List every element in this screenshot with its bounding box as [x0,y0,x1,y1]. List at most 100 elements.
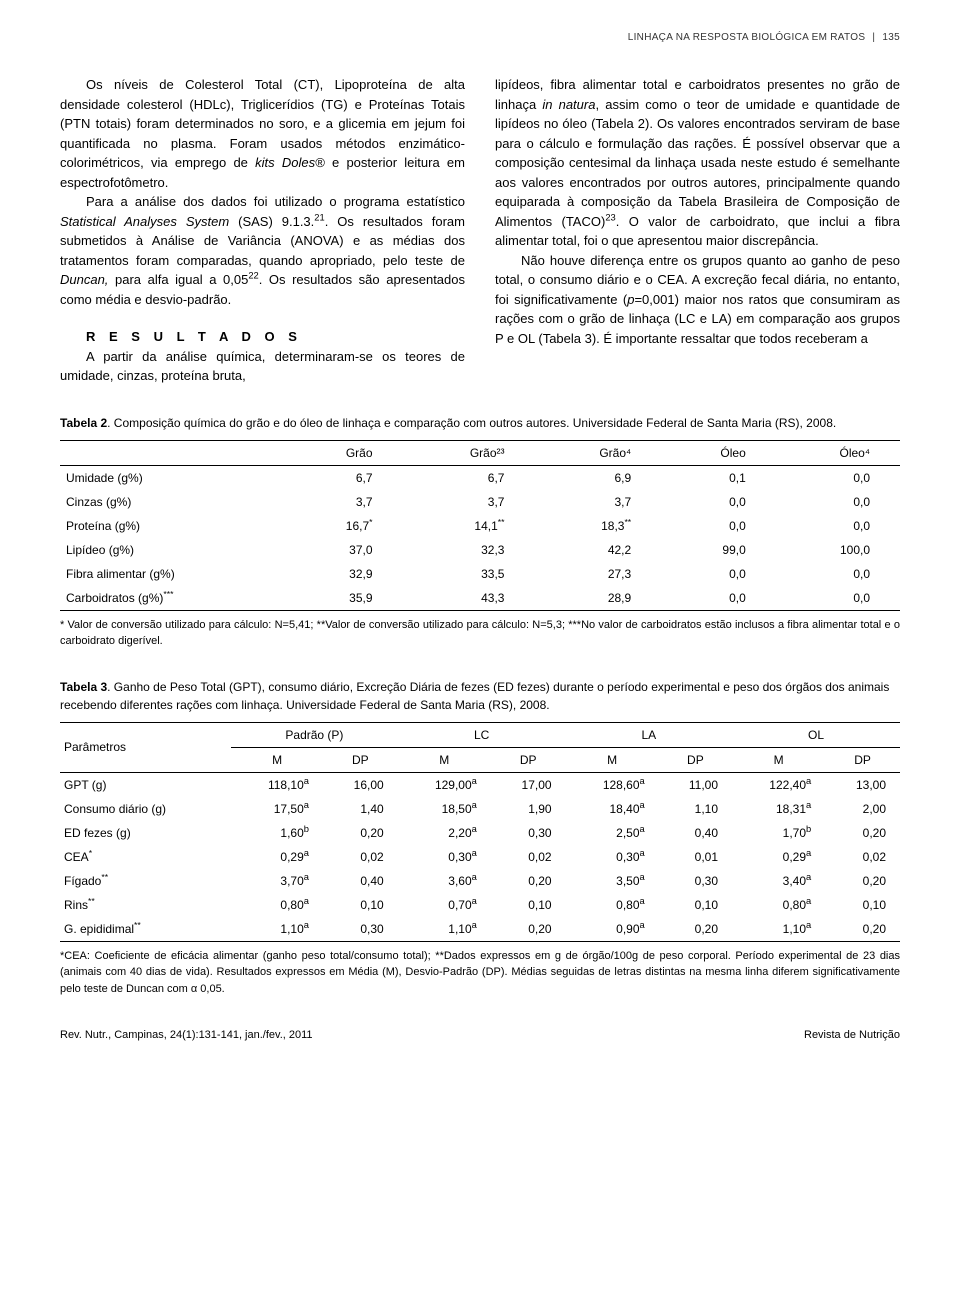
table3-body: GPT (g)118,10a16,00129,00a17,00128,60a11… [60,772,900,941]
table3-row-label: CEA* [60,845,231,869]
table3-mean-cell: 1,10a [732,917,825,942]
table3-dp-cell: 0,40 [323,869,398,893]
table3-dp-cell: 0,02 [323,845,398,869]
table3-row: G. epididimal**1,10a0,301,10a0,200,90a0,… [60,917,900,942]
table3-mean-cell: 118,10a [231,772,323,797]
ref-21: 21 [314,212,324,222]
table3-subcol-head: DP [491,747,566,772]
para-2d: para alfa igual a 0,05 [108,272,248,287]
table3-dp-cell: 1,90 [491,797,566,821]
running-sep: | [872,32,875,43]
table3-mean-cell: 18,50a [398,797,491,821]
table3-mean-cell: 122,40a [732,772,825,797]
table3-dp-cell: 1,40 [323,797,398,821]
table3-mean-cell: 0,30a [566,845,659,869]
table3-mean-cell: 18,40a [566,797,659,821]
table2-col-head: Óleo [661,440,776,465]
table3-row-label: Consumo diário (g) [60,797,231,821]
table2-cell: 0,0 [776,465,900,490]
ref-22: 22 [248,271,258,281]
table3-row-label: Rins** [60,893,231,917]
table2-row: Umidade (g%)6,76,76,90,10,0 [60,465,900,490]
para-2a: Para a análise dos dados foi utilizado o… [86,194,465,209]
table2-row-label: Carboidratos (g%)*** [60,586,285,611]
table2-cell: 14,1** [403,514,535,538]
table3-mean-cell: 3,70a [231,869,323,893]
table3-row-label: Fígado** [60,869,231,893]
table2-caption-text: . Composição química do grão e do óleo d… [107,416,836,430]
table3-head: ParâmetrosPadrão (P)LCLAOL MDPMDPMDPMDP [60,722,900,772]
table2-caption: Tabela 2. Composição química do grão e d… [60,414,900,432]
para-5: Não houve diferença entre os grupos quan… [495,251,900,349]
table3-mean-cell: 3,60a [398,869,491,893]
results-heading: R E S U L T A D O S [60,327,465,347]
table2-row-label: Umidade (g%) [60,465,285,490]
table3-dp-cell: 13,00 [825,772,900,797]
table2-cell: 99,0 [661,538,776,562]
table3-dp-cell: 0,02 [491,845,566,869]
table3-dp-cell: 1,10 [659,797,732,821]
table3-dp-cell: 0,20 [825,917,900,942]
table2-row-label: Fibra alimentar (g%) [60,562,285,586]
para-1: Os níveis de Colesterol Total (CT), Lipo… [60,75,465,192]
table3-dp-cell: 0,30 [491,821,566,845]
table2-cell: 6,7 [285,465,402,490]
table3-mean-cell: 2,50a [566,821,659,845]
table3-mean-cell: 3,50a [566,869,659,893]
table3-dp-cell: 0,02 [825,845,900,869]
table2-cell: 3,7 [285,490,402,514]
table2-row: Fibra alimentar (g%)32,933,527,30,00,0 [60,562,900,586]
table3: ParâmetrosPadrão (P)LCLAOL MDPMDPMDPMDP … [60,722,900,942]
table2-cell: 28,9 [534,586,661,611]
table3-row-label: ED fezes (g) [60,821,231,845]
table3-mean-cell: 0,90a [566,917,659,942]
table2-row: Proteína (g%)16,7*14,1**18,3**0,00,0 [60,514,900,538]
table3-mean-cell: 3,40a [732,869,825,893]
table3-row: CEA*0,29a0,020,30a0,020,30a0,010,29a0,02 [60,845,900,869]
para-3: A partir da análise química, determinara… [60,347,465,386]
table2-row-label: Cinzas (g%) [60,490,285,514]
duncan-italic: Duncan, [60,272,108,287]
table3-dp-cell: 0,01 [659,845,732,869]
table3-row: ED fezes (g)1,60b0,202,20a0,302,50a0,401… [60,821,900,845]
page-footer: Rev. Nutr., Campinas, 24(1):131-141, jan… [60,1027,900,1044]
table3-param-head: Parâmetros [60,722,231,772]
table3-group-head: LA [566,722,732,747]
table2: GrãoGrão²³Grão⁴ÓleoÓleo⁴ Umidade (g%)6,7… [60,440,900,611]
table2-cell: 42,2 [534,538,661,562]
table2-cell: 18,3** [534,514,661,538]
table3-dp-cell: 16,00 [323,772,398,797]
table3-label: Tabela 3 [60,680,107,694]
table2-cell: 32,9 [285,562,402,586]
table2-col-head [60,440,285,465]
table3-caption: Tabela 3. Ganho de Peso Total (GPT), con… [60,678,900,714]
running-head: LINHAÇA NA RESPOSTA BIOLÓGICA EM RATOS |… [60,30,900,45]
table2-cell: 32,3 [403,538,535,562]
table2-body: Umidade (g%)6,76,76,90,10,0Cinzas (g%)3,… [60,465,900,610]
table3-dp-cell: 0,40 [659,821,732,845]
table3-footnote: *CEA: Coeficiente de eficácia alimentar … [60,948,900,998]
table2-cell: 3,7 [534,490,661,514]
para-4: lipídeos, fibra alimentar total e carboi… [495,75,900,251]
table3-caption-text: . Ganho de Peso Total (GPT), consumo diá… [60,680,889,712]
table3-mean-cell: 0,29a [732,845,825,869]
table3-group-head: LC [398,722,566,747]
table2-head-row: GrãoGrão²³Grão⁴ÓleoÓleo⁴ [60,440,900,465]
table2-cell: 100,0 [776,538,900,562]
table3-group-head: Padrão (P) [231,722,398,747]
table3-mean-cell: 0,80a [566,893,659,917]
table2-cell: 6,9 [534,465,661,490]
table2-cell: 3,7 [403,490,535,514]
table2-col-head: Grão [285,440,402,465]
table3-subcol-head: M [566,747,659,772]
table2-cell: 0,0 [776,490,900,514]
table3-subcol-head: DP [825,747,900,772]
table3-dp-cell: 11,00 [659,772,732,797]
table3-row-label: GPT (g) [60,772,231,797]
table2-row: Cinzas (g%)3,73,73,70,00,0 [60,490,900,514]
table2-cell: 27,3 [534,562,661,586]
kits-doles: kits Doles® [255,155,325,170]
table2-row-label: Lipídeo (g%) [60,538,285,562]
table2-cell: 37,0 [285,538,402,562]
table3-mean-cell: 17,50a [231,797,323,821]
